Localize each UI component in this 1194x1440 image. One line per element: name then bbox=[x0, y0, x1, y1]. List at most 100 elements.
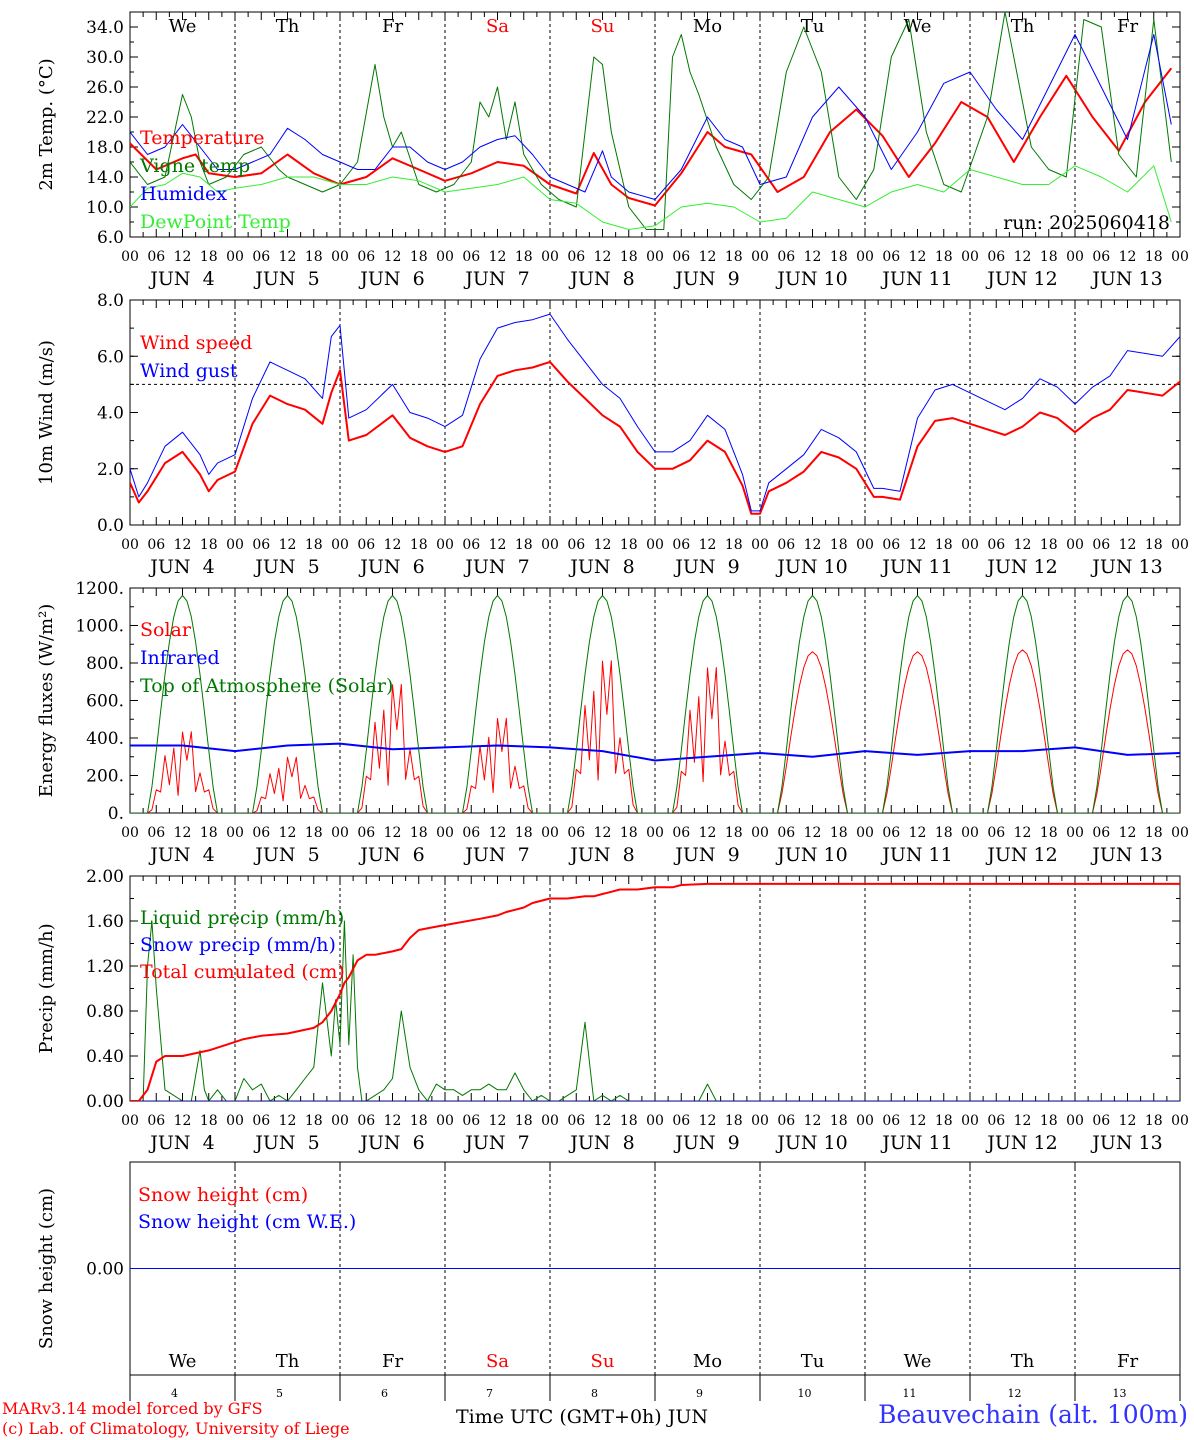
date-label: JUN 10 bbox=[775, 844, 847, 866]
hour-tick-label: 00 bbox=[121, 249, 139, 265]
date-label: JUN 13 bbox=[1090, 844, 1162, 866]
panel-wind: 0.0 2.0 4.0 6.0 8.0 10m Wind (m/s) 00 06 12 18 00 0… bbox=[36, 291, 1189, 578]
hour-tick-label: 00 bbox=[751, 1113, 769, 1129]
hour-tick-label: 12 bbox=[909, 825, 927, 841]
hour-tick-label: 00 bbox=[646, 249, 664, 265]
legend-entry: Liquid precip (mm/h) bbox=[140, 907, 344, 929]
hour-tick-label: 12 bbox=[1119, 825, 1137, 841]
hour-tick-label: 06 bbox=[147, 249, 165, 265]
hour-tick-label: 06 bbox=[987, 1113, 1005, 1129]
hour-tick-label: 12 bbox=[699, 825, 717, 841]
hour-tick-label: 00 bbox=[1171, 825, 1189, 841]
hour-tick-label: 18 bbox=[935, 825, 953, 841]
series-line-temperature bbox=[130, 67, 1173, 207]
weekday-label: Fr bbox=[382, 1351, 403, 1372]
hour-tick-label: 12 bbox=[384, 249, 402, 265]
hour-tick-label: 12 bbox=[1119, 1113, 1137, 1129]
hour-tick-label: 12 bbox=[384, 825, 402, 841]
hour-tick-label: 00 bbox=[226, 249, 244, 265]
hour-tick-label: 12 bbox=[489, 825, 507, 841]
hour-tick-label: 12 bbox=[804, 1113, 822, 1129]
date-label: JUN 9 bbox=[673, 1132, 739, 1154]
hour-tick-label: 06 bbox=[147, 825, 165, 841]
panel-temperature: 6.0 10.0 14.0 18.0 22.0 26.0 30.0 34.0 2m Temp. … bbox=[36, 11, 1189, 290]
day-number-label: 11 bbox=[903, 1387, 917, 1400]
hour-tick-label: 12 bbox=[909, 249, 927, 265]
hour-tick-label: 06 bbox=[567, 1113, 585, 1129]
y-tick-label: 14.0 bbox=[86, 168, 124, 188]
hour-tick-label: 18 bbox=[410, 537, 428, 553]
weekday-label: Sa bbox=[486, 1351, 509, 1372]
y-tick-label: 1.20 bbox=[86, 957, 124, 977]
legend-entry: Infrared bbox=[140, 647, 220, 669]
hour-tick-label: 06 bbox=[672, 537, 690, 553]
hour-tick-label: 00 bbox=[226, 825, 244, 841]
series-group bbox=[130, 313, 1180, 515]
weekday-label: We bbox=[169, 1351, 197, 1372]
weekday-label: Mo bbox=[693, 16, 722, 37]
weekday-label: Tu bbox=[801, 16, 825, 37]
date-label: JUN 13 bbox=[1090, 556, 1162, 578]
y-tick-label: 6.0 bbox=[97, 228, 124, 248]
legend-entry: DewPoint Temp bbox=[140, 211, 291, 233]
panel-snow: 0.00 Snow height (cm) We Th Fr Sa Su Mo Tu We Th Fr… bbox=[36, 1161, 1181, 1401]
hour-tick-label: 12 bbox=[384, 1113, 402, 1129]
date-label: JUN 4 bbox=[148, 844, 214, 866]
y-tick-label: 400. bbox=[86, 729, 124, 749]
hour-tick-label: 12 bbox=[594, 1113, 612, 1129]
hour-tick-label: 00 bbox=[961, 1113, 979, 1129]
hour-tick-label: 18 bbox=[935, 537, 953, 553]
hour-tick-label: 00 bbox=[856, 249, 874, 265]
hour-tick-label: 00 bbox=[1171, 249, 1189, 265]
hour-tick-label: 18 bbox=[305, 249, 323, 265]
y-tick-label: 10.0 bbox=[86, 198, 124, 218]
y-tick-label: 0. bbox=[108, 804, 124, 824]
hour-tick-label: 18 bbox=[1040, 825, 1058, 841]
hour-tick-label: 12 bbox=[174, 825, 192, 841]
hour-tick-label: 12 bbox=[594, 537, 612, 553]
y-tick-label: 30.0 bbox=[86, 48, 124, 68]
hour-tick-label: 00 bbox=[856, 825, 874, 841]
hour-tick-label: 18 bbox=[1040, 1113, 1058, 1129]
y-tick-label: 600. bbox=[86, 692, 124, 712]
hour-tick-label: 00 bbox=[331, 1113, 349, 1129]
hour-tick-label: 18 bbox=[725, 249, 743, 265]
hour-tick-label: 12 bbox=[909, 537, 927, 553]
legend-entry: Snow height (cm W.E.) bbox=[138, 1211, 356, 1233]
series-line-total-cumulated-cm- bbox=[130, 882, 1180, 1101]
hour-tick-label: 06 bbox=[777, 537, 795, 553]
hour-tick-label: 06 bbox=[987, 249, 1005, 265]
date-label: JUN 4 bbox=[148, 556, 214, 578]
day-number-label: 6 bbox=[381, 1387, 388, 1400]
hour-tick-label: 00 bbox=[1066, 537, 1084, 553]
y-tick-label: 1200. bbox=[75, 579, 124, 599]
hour-tick-label: 06 bbox=[777, 249, 795, 265]
hour-tick-label: 12 bbox=[804, 249, 822, 265]
hour-tick-label: 12 bbox=[174, 537, 192, 553]
hour-tick-label: 18 bbox=[830, 537, 848, 553]
hour-tick-label: 06 bbox=[1092, 537, 1110, 553]
hour-tick-label: 12 bbox=[1014, 1113, 1032, 1129]
hour-tick-label: 12 bbox=[279, 249, 297, 265]
hour-tick-label: 00 bbox=[646, 1113, 664, 1129]
date-label: JUN 10 bbox=[775, 1132, 847, 1154]
y-tick-label: 22.0 bbox=[86, 108, 124, 128]
hour-tick-label: 06 bbox=[462, 1113, 480, 1129]
day-number-label: 10 bbox=[798, 1387, 812, 1400]
hour-tick-label: 12 bbox=[384, 537, 402, 553]
hour-tick-label: 00 bbox=[1066, 249, 1084, 265]
hour-tick-label: 18 bbox=[1145, 249, 1163, 265]
date-label: JUN 4 bbox=[148, 1132, 214, 1154]
hour-tick-label: 00 bbox=[331, 249, 349, 265]
series-line-infrared bbox=[130, 742, 1180, 762]
weekday-label: Su bbox=[591, 16, 615, 37]
date-label: JUN 7 bbox=[463, 1132, 529, 1154]
hour-tick-label: 00 bbox=[436, 537, 454, 553]
date-label: JUN 8 bbox=[568, 556, 634, 578]
series-line-dewpoint-temp bbox=[130, 165, 1172, 230]
day-number-label: 13 bbox=[1113, 1387, 1127, 1400]
hour-tick-label: 06 bbox=[147, 1113, 165, 1129]
weekday-label: We bbox=[169, 16, 197, 37]
hour-tick-label: 06 bbox=[567, 537, 585, 553]
hour-tick-label: 06 bbox=[882, 249, 900, 265]
